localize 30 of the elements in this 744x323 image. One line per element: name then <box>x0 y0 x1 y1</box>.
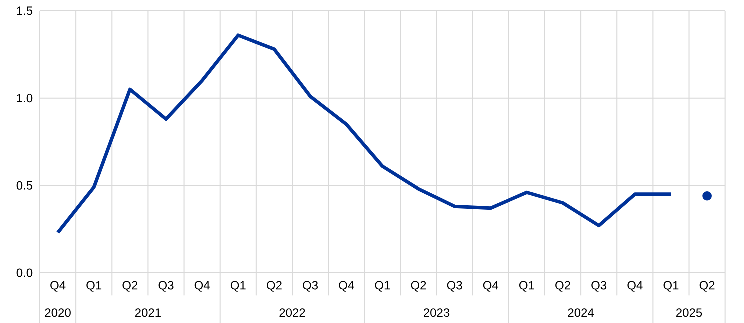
text: 2024 <box>568 308 594 318</box>
y-tick-label: 0.0 <box>16 268 33 278</box>
y-tick-label: 1.5 <box>17 6 33 16</box>
y-tick-label: 1.0 <box>17 94 33 103</box>
line-series <box>56 34 673 235</box>
x-tick-label: Q1 <box>375 281 390 292</box>
x-tick-label: Q4 <box>50 281 66 292</box>
text: 2025 <box>676 308 702 318</box>
x-tick-label: Q4 <box>339 281 354 292</box>
x-tick-label: Q1 <box>664 281 679 292</box>
y-tick-label: 0.5 <box>16 181 33 190</box>
x-tick-label: Q2 <box>700 281 715 292</box>
x-tick-label: Q4 <box>194 281 210 292</box>
text: 2023 <box>424 308 450 318</box>
x-tick-label: Q1 <box>520 281 534 292</box>
x-tick-label: Q2 <box>556 281 570 292</box>
x-tick-label: Q2 <box>122 281 138 292</box>
x-tick-label: Q4 <box>628 281 643 292</box>
text: 2020 <box>45 308 71 318</box>
x-tick-label: Q4 <box>483 281 499 292</box>
x-tick-label: Q3 <box>592 281 607 292</box>
x-tick-label: Q3 <box>303 281 318 292</box>
x-tick-label: Q3 <box>447 281 462 292</box>
x-tick-label: Q1 <box>86 281 102 292</box>
x-tick-label: Q2 <box>267 281 282 292</box>
text: 2021 <box>135 308 161 318</box>
text: 2022 <box>280 308 306 318</box>
x-tick-label: Q3 <box>158 281 174 292</box>
x-tick-label: Q1 <box>230 281 246 292</box>
x-tick-label: Q2 <box>411 281 426 292</box>
